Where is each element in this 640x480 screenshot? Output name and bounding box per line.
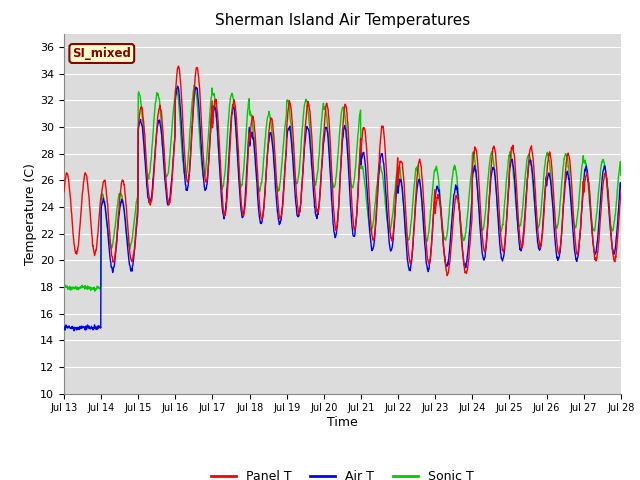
Panel T: [502, 232, 509, 238]
Air T: [174, 84, 182, 89]
Sonic T: [91, 288, 99, 294]
Line: Air T: Air T: [64, 86, 640, 331]
Panel T: [60, 189, 68, 194]
Sonic T: [191, 82, 198, 88]
Air T: [335, 200, 343, 205]
Line: Panel T: Panel T: [64, 66, 640, 276]
Sonic T: [335, 140, 343, 145]
Line: Sonic T: Sonic T: [64, 85, 640, 291]
Air T: [502, 233, 509, 239]
Air T: [346, 194, 354, 200]
Sonic T: [154, 92, 161, 98]
Legend: Panel T, Air T, Sonic T: Panel T, Air T, Sonic T: [206, 465, 479, 480]
Y-axis label: Temperature (C): Temperature (C): [24, 163, 37, 264]
Air T: [589, 235, 596, 240]
Air T: [60, 324, 68, 329]
Sonic T: [589, 224, 596, 230]
Text: SI_mixed: SI_mixed: [72, 47, 131, 60]
Panel T: [153, 127, 161, 133]
X-axis label: Time: Time: [327, 416, 358, 429]
Sonic T: [502, 189, 509, 194]
Panel T: [589, 233, 596, 239]
Air T: [70, 328, 78, 334]
Sonic T: [346, 174, 354, 180]
Panel T: [175, 63, 182, 69]
Panel T: [444, 273, 451, 278]
Panel T: [335, 206, 342, 212]
Title: Sherman Island Air Temperatures: Sherman Island Air Temperatures: [215, 13, 470, 28]
Sonic T: [60, 284, 68, 289]
Panel T: [346, 157, 353, 163]
Air T: [154, 125, 161, 131]
